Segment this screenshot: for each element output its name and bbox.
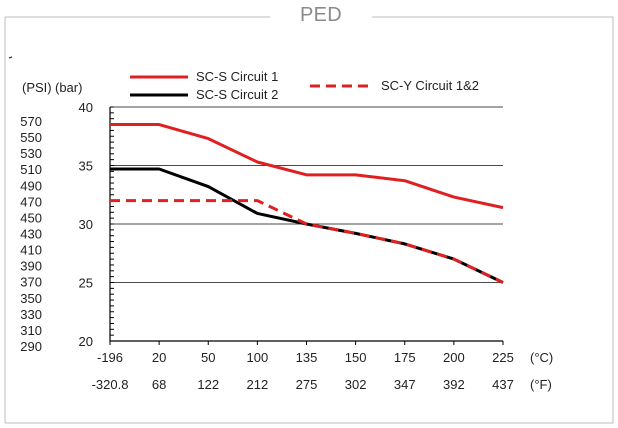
x-tick-label-f: 275 (296, 377, 318, 392)
y-tick-label-bar: 35 (79, 159, 93, 174)
x-tick-label-c: 100 (247, 350, 269, 365)
x-tick-label-c: 50 (201, 350, 215, 365)
y-unit-psi: (PSI) (22, 80, 52, 95)
y-tick-label-psi: 290 (20, 339, 42, 354)
y-tick-label-bar: 20 (79, 334, 93, 349)
y-tick-label-psi: 370 (20, 275, 42, 290)
y-tick-label-psi: 350 (20, 291, 42, 306)
y-tick-label-psi: 390 (20, 259, 42, 274)
x-tick-label-c: 225 (492, 350, 514, 365)
legend-label: SC-S Circuit 2 (196, 87, 278, 102)
frame-title: PED (300, 4, 343, 26)
x-unit-c: (°C) (530, 350, 553, 365)
x-tick-label-c: 20 (152, 350, 166, 365)
x-tick-label-c: 175 (394, 350, 416, 365)
corner-mark (8, 56, 13, 59)
x-tick-label-f: 122 (197, 377, 219, 392)
x-tick-label-c: -196 (97, 350, 123, 365)
y-tick-label-psi: 450 (20, 210, 42, 225)
x-tick-label-f: 347 (394, 377, 416, 392)
x-tick-label-f: 212 (247, 377, 269, 392)
legend-label: SC-Y Circuit 1&2 (381, 78, 479, 93)
x-tick-label-f: 437 (492, 377, 514, 392)
x-tick-label-f: -320.8 (92, 377, 129, 392)
series-line (110, 123, 504, 210)
series-line (110, 167, 504, 284)
y-unit-bar: (bar) (55, 80, 82, 95)
x-tick-label-c: 135 (296, 350, 318, 365)
y-tick-label-psi: 470 (20, 194, 42, 209)
y-tick-label-psi: 570 (20, 114, 42, 129)
y-tick-label-psi: 430 (20, 227, 42, 242)
y-tick-label-psi: 330 (20, 307, 42, 322)
x-tick-label-f: 302 (345, 377, 367, 392)
series-line (110, 199, 504, 284)
y-tick-label-psi: 410 (20, 243, 42, 258)
y-tick-label-bar: 30 (79, 217, 93, 232)
y-tick-label-psi: 490 (20, 178, 42, 193)
x-tick-label-c: 150 (345, 350, 367, 365)
y-tick-label-bar: 40 (79, 100, 93, 115)
y-tick-label-psi: 510 (20, 162, 42, 177)
y-tick-label-psi: 310 (20, 323, 42, 338)
x-tick-label-f: 392 (443, 377, 465, 392)
y-tick-label-psi: 530 (20, 146, 42, 161)
x-tick-label-c: 200 (443, 350, 465, 365)
frame-border (4, 16, 614, 424)
y-tick-label-bar: 25 (79, 276, 93, 291)
x-unit-f: (°F) (530, 377, 552, 392)
y-tick-label-psi: 550 (20, 130, 42, 145)
legend-label: SC-S Circuit 1 (196, 69, 278, 84)
x-tick-label-f: 68 (152, 377, 166, 392)
